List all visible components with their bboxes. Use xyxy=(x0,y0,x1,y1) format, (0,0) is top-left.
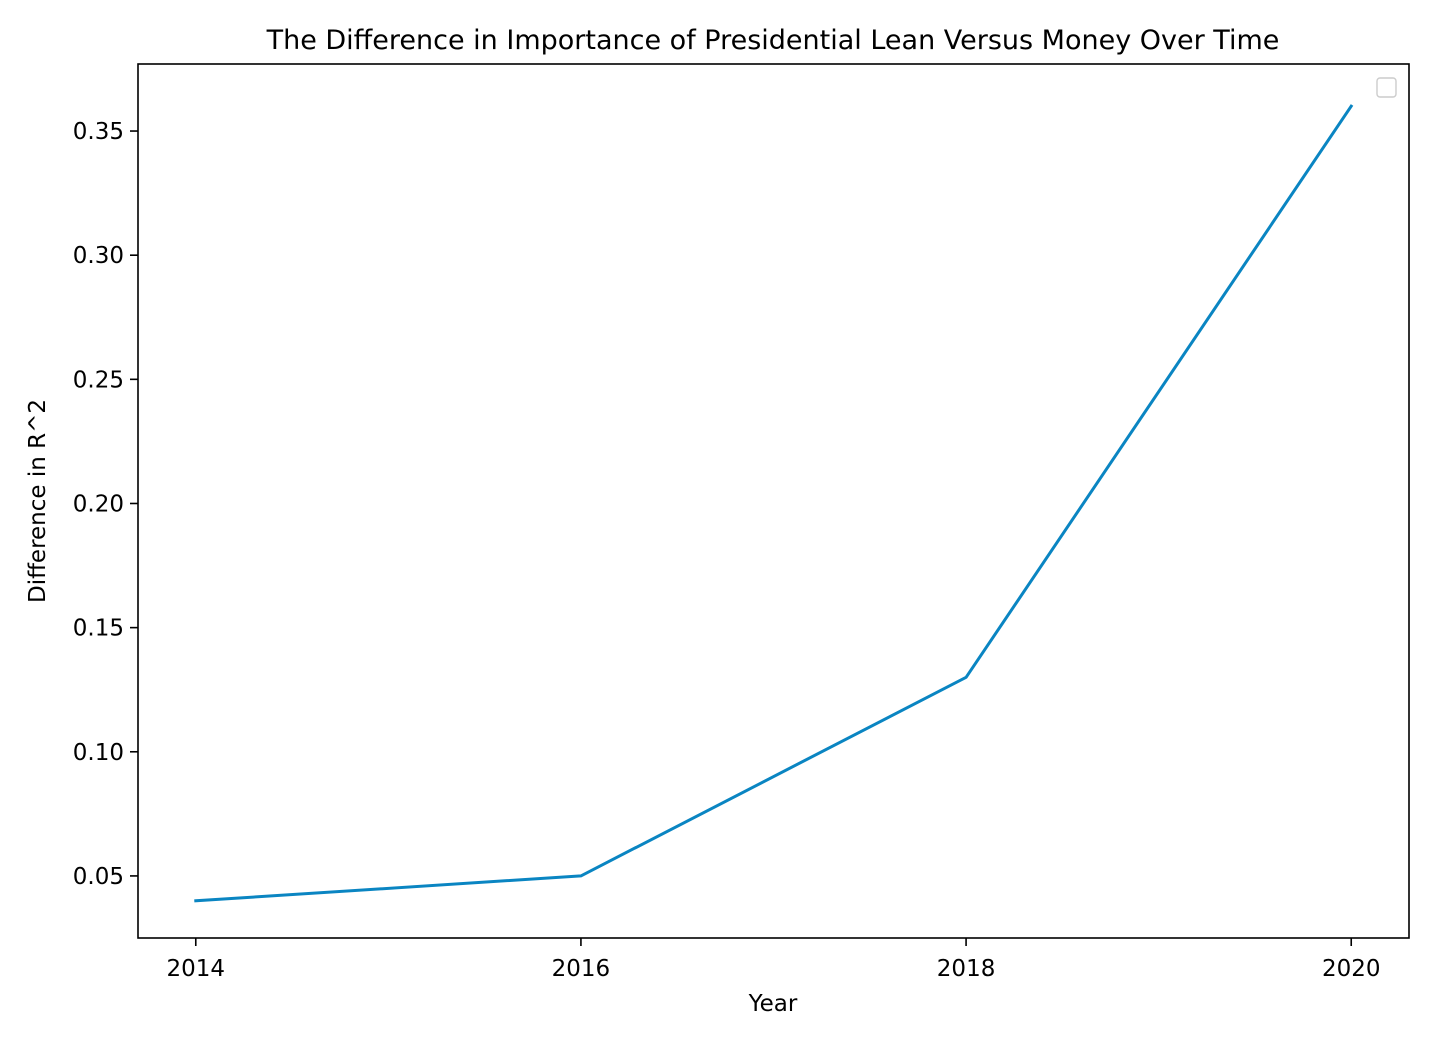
y-tick-label: 0.30 xyxy=(73,243,124,269)
x-tick-label: 2020 xyxy=(1322,956,1381,982)
x-tick-label: 2018 xyxy=(937,956,996,982)
chart-title: The Difference in Importance of Presiden… xyxy=(266,25,1280,56)
series-layer xyxy=(196,106,1351,901)
y-tick-label: 0.15 xyxy=(73,616,124,642)
x-axis: 2014 2016 2018 2020 xyxy=(166,938,1380,982)
y-tick-label: 0.10 xyxy=(73,740,124,766)
legend xyxy=(1377,78,1396,97)
y-axis-label: Difference in R^2 xyxy=(25,399,51,603)
plot-area-frame xyxy=(138,64,1409,938)
x-tick-label: 2014 xyxy=(166,956,225,982)
y-tick-label: 0.25 xyxy=(73,367,124,393)
x-tick-label: 2016 xyxy=(552,956,611,982)
y-axis: 0.05 0.10 0.15 0.20 0.25 0.30 0.35 xyxy=(73,119,138,890)
x-axis-label: Year xyxy=(748,991,798,1017)
y-tick-label: 0.05 xyxy=(73,864,124,890)
y-tick-label: 0.35 xyxy=(73,119,124,145)
y-tick-label: 0.20 xyxy=(73,491,124,517)
legend-box xyxy=(1377,78,1396,97)
series-line xyxy=(196,106,1351,901)
